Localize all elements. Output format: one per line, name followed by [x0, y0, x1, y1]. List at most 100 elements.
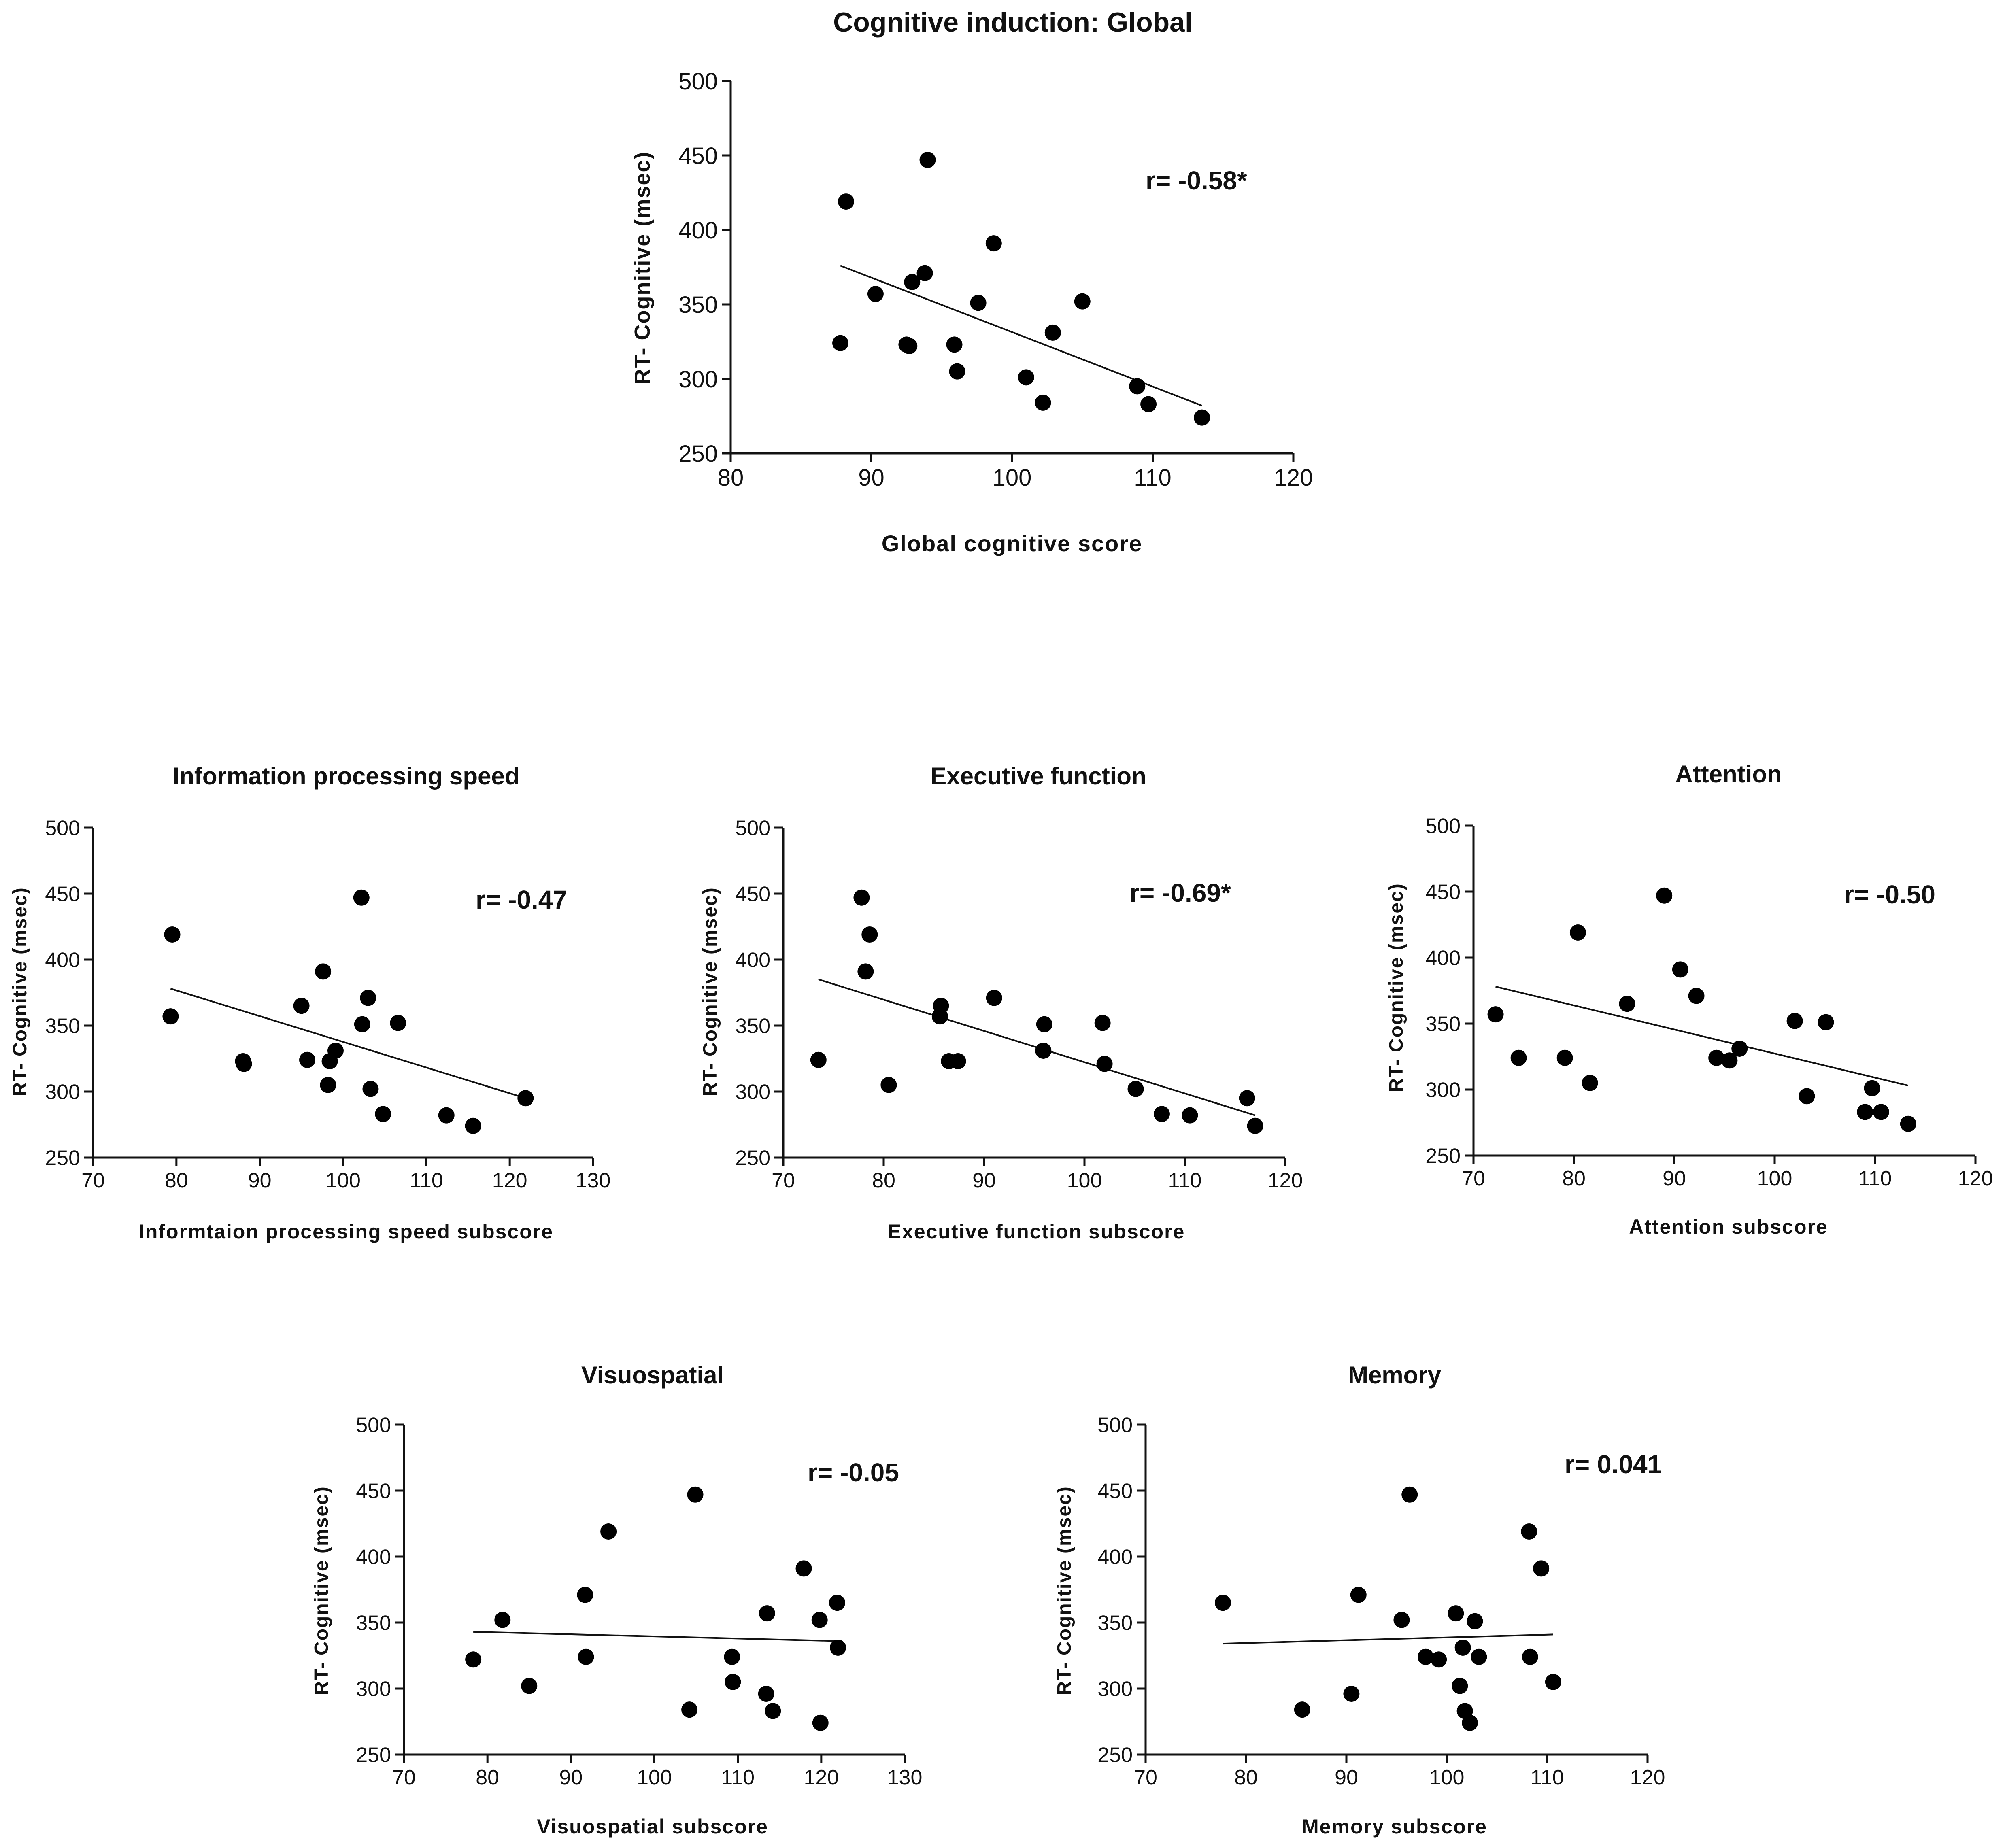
chart-panel-visuospatial: Visuospatial Visuospatial subscore RT- C… — [311, 1362, 922, 1838]
data-point — [1350, 1587, 1367, 1603]
data-point — [360, 990, 376, 1006]
y-tick-label: 500 — [1097, 1414, 1133, 1437]
data-point — [1401, 1486, 1418, 1503]
data-point — [1448, 1605, 1464, 1622]
correlation-label: r= -0.58* — [1146, 166, 1247, 195]
chart-panel-attention: Attention Attention subscore RT- Cogniti… — [1386, 760, 1993, 1238]
x-tick-label: 110 — [721, 1766, 755, 1789]
data-point — [1467, 1613, 1483, 1629]
data-point — [1035, 394, 1051, 411]
data-point — [1343, 1686, 1360, 1702]
data-point — [724, 1648, 740, 1665]
y-tick-label: 450 — [735, 883, 770, 906]
x-axis-label: Visuospatial subscore — [537, 1815, 768, 1838]
data-point — [949, 363, 965, 380]
y-tick-label: 500 — [356, 1414, 391, 1437]
data-point — [1818, 1014, 1834, 1030]
data-point — [1214, 1595, 1231, 1611]
y-tick-label: 500 — [45, 817, 80, 840]
data-point — [857, 963, 874, 980]
data-point — [1454, 1639, 1471, 1656]
data-point — [916, 265, 933, 281]
y-tick-label: 500 — [1425, 815, 1461, 838]
data-point — [1182, 1107, 1198, 1124]
y-tick-label: 400 — [356, 1546, 391, 1569]
correlation-label: r= -0.50 — [1844, 880, 1935, 909]
y-tick-label: 250 — [1425, 1145, 1461, 1168]
data-point — [1556, 1049, 1573, 1066]
data-point — [1074, 293, 1091, 310]
data-point — [1194, 409, 1210, 426]
data-point — [465, 1651, 482, 1668]
data-point — [438, 1107, 455, 1124]
data-point — [1294, 1701, 1310, 1718]
data-point — [985, 235, 1002, 252]
data-point — [1688, 988, 1705, 1004]
data-point — [1619, 996, 1635, 1012]
data-point — [1522, 1648, 1538, 1665]
data-point — [812, 1714, 829, 1731]
chart-panel-global: Cognitive induction: Global Global cogni… — [630, 7, 1313, 556]
data-point — [1864, 1080, 1880, 1096]
data-point — [829, 1595, 846, 1611]
y-tick-label: 450 — [1425, 881, 1461, 904]
data-point — [1247, 1117, 1263, 1134]
x-tick-label: 120 — [492, 1169, 527, 1192]
data-point — [390, 1015, 406, 1031]
x-tick-label: 130 — [887, 1766, 923, 1789]
data-point — [832, 335, 849, 351]
y-axis-label: RT- Cognitive (msec) — [630, 151, 655, 384]
y-tick-label: 250 — [1097, 1744, 1133, 1767]
data-point — [830, 1639, 846, 1656]
regression-line — [1495, 986, 1909, 1087]
data-point — [1857, 1104, 1873, 1120]
x-tick-label: 110 — [1531, 1766, 1564, 1789]
data-point — [810, 1051, 827, 1068]
data-point — [901, 338, 918, 355]
x-tick-label: 80 — [165, 1169, 188, 1192]
x-tick-label: 100 — [637, 1766, 672, 1789]
data-point — [1873, 1104, 1889, 1120]
data-point — [1708, 1049, 1725, 1066]
x-axis-label: Global cognitive score — [882, 531, 1143, 556]
x-tick-label: 80 — [872, 1169, 895, 1192]
x-tick-label: 100 — [1757, 1167, 1792, 1190]
y-tick-label: 250 — [45, 1147, 80, 1170]
y-tick-label: 300 — [45, 1081, 80, 1104]
data-point — [162, 1008, 179, 1025]
y-tick-label: 300 — [735, 1081, 770, 1104]
x-tick-label: 90 — [1335, 1766, 1358, 1789]
data-point — [517, 1090, 534, 1107]
y-axis-label: RT- Cognitive (msec) — [1054, 1486, 1075, 1695]
y-axis-label: RT- Cognitive (msec) — [311, 1486, 332, 1695]
y-tick-label: 350 — [678, 292, 718, 318]
data-point — [600, 1523, 617, 1540]
x-tick-label: 120 — [804, 1766, 839, 1789]
data-point — [950, 1053, 966, 1070]
y-tick-label: 250 — [678, 441, 718, 467]
data-point — [904, 274, 921, 290]
y-tick-label: 450 — [45, 883, 80, 906]
data-point — [1487, 1006, 1504, 1023]
x-tick-label: 90 — [248, 1169, 272, 1192]
data-point — [1672, 961, 1688, 978]
data-point — [725, 1674, 741, 1690]
data-point — [236, 1056, 252, 1072]
y-axis-label: RT- Cognitive (msec) — [1386, 883, 1407, 1092]
data-point — [861, 926, 878, 943]
x-tick-label: 130 — [576, 1169, 611, 1192]
data-point — [293, 998, 310, 1014]
x-tick-label: 70 — [1134, 1766, 1157, 1789]
data-point — [838, 193, 854, 210]
x-tick-label: 120 — [1958, 1167, 1993, 1190]
data-point — [1393, 1612, 1410, 1628]
data-point — [758, 1686, 774, 1702]
x-tick-label: 120 — [1630, 1766, 1665, 1789]
data-point — [1036, 1016, 1052, 1032]
correlation-label: r= -0.69* — [1129, 878, 1231, 907]
x-tick-label: 70 — [772, 1169, 795, 1192]
y-axis-label: RT- Cognitive (msec) — [9, 887, 31, 1096]
y-tick-label: 400 — [1097, 1546, 1133, 1569]
x-tick-label: 120 — [1268, 1169, 1303, 1192]
